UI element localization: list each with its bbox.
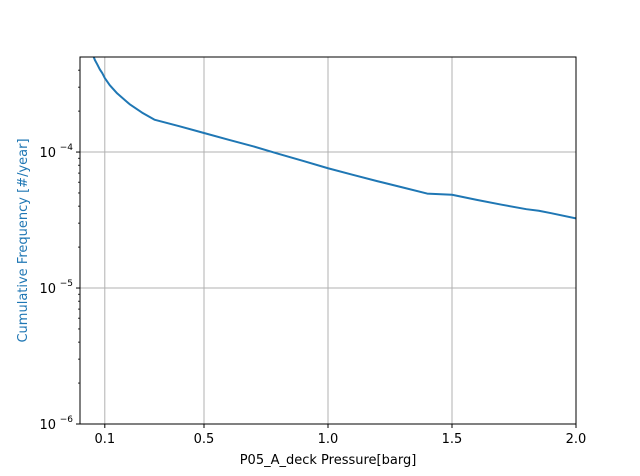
x-axis-label: P05_A_deck Pressure[barg]	[240, 453, 417, 468]
series-line	[92, 57, 576, 220]
series-layer	[92, 57, 576, 220]
y-tick-label: 10	[39, 146, 56, 161]
x-axis-ticks: 0.1 0.5 1.0 1.5 2.0	[94, 424, 586, 447]
y-tick-exponent: −5	[60, 279, 73, 289]
y-tick-label: 10	[39, 418, 56, 433]
x-tick-label: 1.0	[318, 432, 339, 447]
x-tick-label: 0.1	[94, 432, 115, 447]
y-tick-label: 10	[39, 282, 56, 297]
grid-lines	[80, 57, 577, 425]
x-tick-label: 0.5	[194, 432, 215, 447]
y-axis-ticks: 10 −6 10 −5 10 −4	[39, 69, 80, 433]
x-tick-label: 1.5	[442, 432, 463, 447]
y-tick-exponent: −6	[60, 415, 74, 425]
y-axis-label: Cumulative Frequency [#/year]	[16, 138, 31, 342]
x-tick-label: 2.0	[566, 432, 587, 447]
y-tick-exponent: −4	[60, 143, 74, 153]
